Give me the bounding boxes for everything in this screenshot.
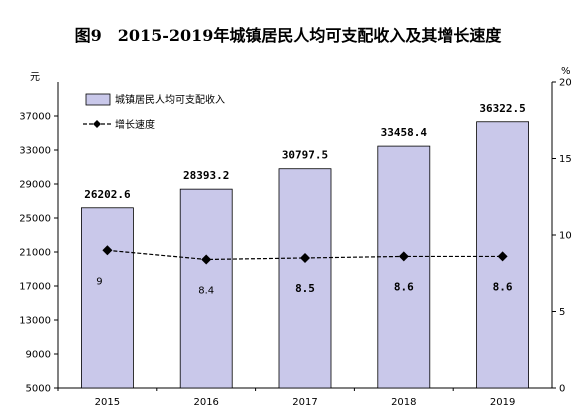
growth-point-2017 xyxy=(300,252,310,263)
line-series xyxy=(102,245,508,265)
growth-value-label: 8.6 xyxy=(493,280,513,293)
y-left-tick-label: 21000 xyxy=(19,248,51,259)
y-left-tick-label: 13000 xyxy=(19,316,51,327)
y-left-unit: 元 xyxy=(30,72,40,83)
bar-2018 xyxy=(377,145,431,389)
bar-value-label: 26202.6 xyxy=(84,188,131,201)
chart-title: 图9 2015-2019年城镇居民人均可支配收入及其增长速度 xyxy=(74,26,502,45)
y-left-tick-label: 25000 xyxy=(19,214,51,225)
y-left-tick-label: 5000 xyxy=(26,384,51,395)
growth-point-2019 xyxy=(497,251,508,262)
bar-value-label: 33458.4 xyxy=(381,126,428,139)
x-tick-label: 2015 xyxy=(95,397,120,408)
x-tick-label: 2016 xyxy=(193,397,218,408)
growth-value-label: 8.4 xyxy=(198,285,214,296)
bar-value-label: 36322.5 xyxy=(479,102,525,115)
legend-line-label: 增长速度 xyxy=(115,118,155,131)
bar-2017 xyxy=(278,168,332,389)
growth-point-2016 xyxy=(201,254,212,265)
y-right-tick-label: 20 xyxy=(559,78,572,89)
bar-2015 xyxy=(81,207,134,389)
growth-value-label: 8.5 xyxy=(295,282,315,295)
data-labels: 26202.6 28393.2 30797.5 33458.4 36322.5 9 8.4 8… xyxy=(84,102,526,297)
bar-2016 xyxy=(179,188,233,389)
bar-value-label: 28393.2 xyxy=(183,169,229,182)
legend-bar-swatch xyxy=(85,93,111,106)
growth-point-2015 xyxy=(102,245,113,256)
growth-point-2018 xyxy=(398,251,409,262)
y-left-tick-label: 17000 xyxy=(19,282,51,293)
x-tick-label: 2017 xyxy=(292,397,317,408)
y-left-tick-label: 33000 xyxy=(19,146,51,157)
x-tick-label: 2018 xyxy=(391,397,416,408)
y-right-tick-label: 10 xyxy=(559,231,572,242)
growth-value-label: 8.6 xyxy=(394,280,414,293)
y-left-tick-label: 37000 xyxy=(19,112,51,123)
y-left-tick-label: 29000 xyxy=(19,180,51,191)
axes: 5000 9000 13000 17000 21000 25000 29000 33000 37… xyxy=(19,66,572,408)
bar-value-label: 30797.5 xyxy=(282,149,328,162)
legend-bar-label: 城镇居民人均可支配收入 xyxy=(115,93,225,106)
legend-line-marker xyxy=(93,120,101,128)
x-tick-label: 2019 xyxy=(490,397,515,408)
y-left-tick-label: 9000 xyxy=(26,350,51,361)
growth-value-label: 9 xyxy=(96,276,102,287)
y-right-tick-label: 0 xyxy=(559,384,565,395)
y-right-unit: % xyxy=(561,66,571,77)
y-right-tick-label: 15 xyxy=(559,154,572,165)
y-right-tick-label: 5 xyxy=(559,307,565,318)
